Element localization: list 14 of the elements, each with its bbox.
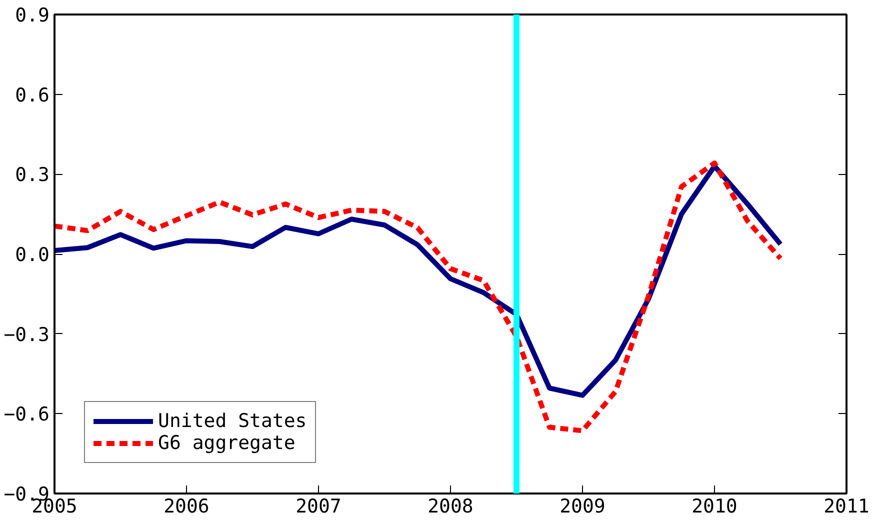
x-tick-label: 2006	[164, 496, 210, 518]
y-tick-label: 0.9	[15, 4, 50, 26]
y-tick-label: 0.0	[15, 244, 50, 266]
x-tick-label: 2008	[428, 496, 474, 518]
y-tick-label: 0.3	[15, 164, 50, 186]
y-tick-label: −0.3	[4, 324, 50, 346]
y-tick-label: −0.6	[4, 404, 50, 426]
x-tick-label: 2007	[296, 496, 342, 518]
legend-label: G6 aggregate	[158, 432, 296, 454]
x-tick-label: 2011	[824, 496, 870, 518]
legend-label: United States	[158, 410, 307, 432]
x-tick-label: 2010	[692, 496, 738, 518]
x-tick-label: 2009	[560, 496, 606, 518]
y-tick-label: 0.6	[15, 84, 50, 106]
